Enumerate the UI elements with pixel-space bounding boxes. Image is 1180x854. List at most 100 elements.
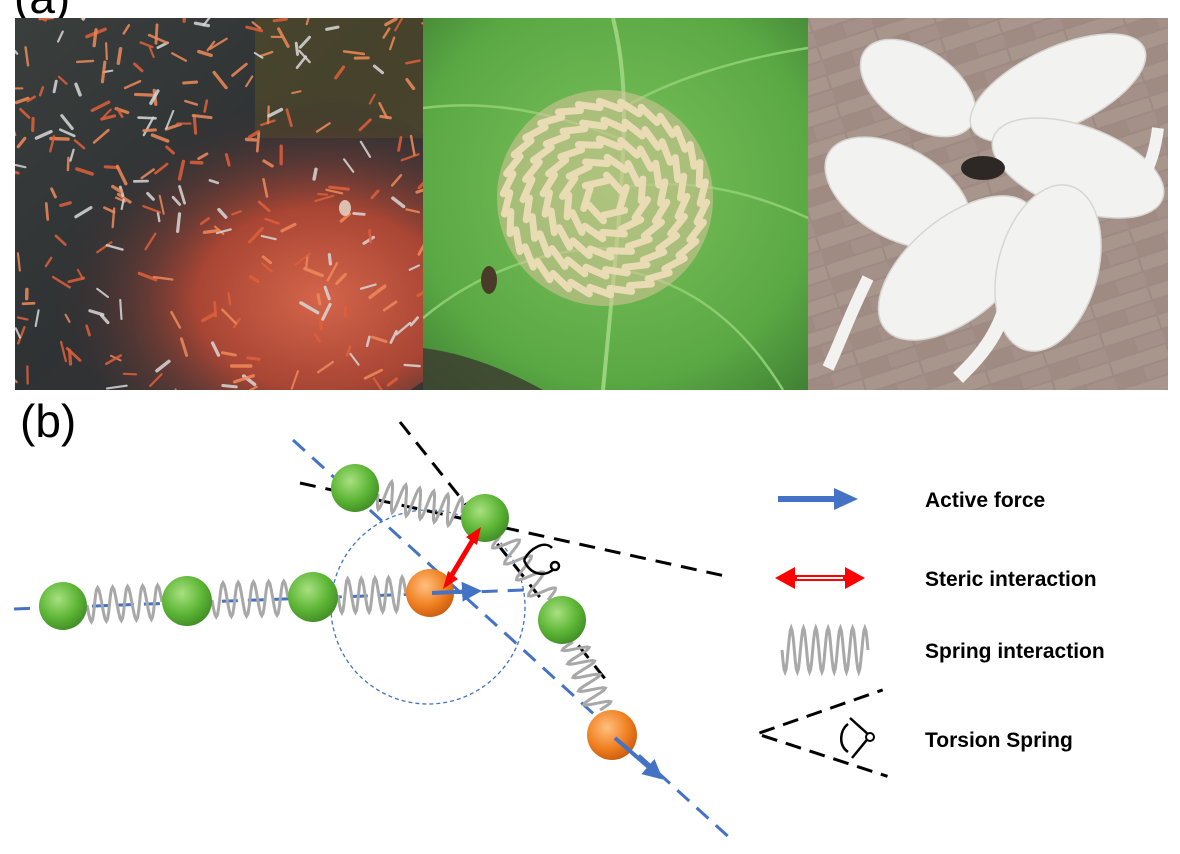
legend-spring-interaction: Spring interaction <box>780 623 1105 677</box>
fish-mark <box>315 122 331 133</box>
fish-mark <box>409 316 420 327</box>
fish-mark <box>248 385 258 390</box>
fish-mark <box>390 174 403 187</box>
caterpillar-mark <box>640 218 665 240</box>
fish-mark <box>343 305 347 318</box>
caterpillar-mark <box>637 175 647 205</box>
spring-coil <box>336 573 408 617</box>
fish-mark <box>51 275 71 289</box>
fish-mark <box>50 187 57 199</box>
fish-mark <box>321 302 332 321</box>
fish-mark <box>285 108 293 128</box>
fish-mark <box>415 188 423 194</box>
caterpillar-mark <box>586 283 615 299</box>
fish-mark <box>103 165 119 170</box>
caterpillar-mark <box>567 278 593 298</box>
fish-mark <box>178 185 187 205</box>
fish-mark <box>184 99 199 106</box>
fish-mark <box>144 232 157 251</box>
fish-mark <box>15 164 27 169</box>
fish-mark <box>34 309 40 328</box>
caterpillar-mark <box>569 237 593 259</box>
fish-mark <box>44 256 53 268</box>
fish-mark <box>16 316 29 321</box>
fish-mark <box>96 287 109 299</box>
fish-mark <box>171 195 182 206</box>
caterpillar-mark <box>499 170 517 198</box>
dogs-circle-photo <box>808 18 1168 390</box>
fish-mark <box>391 196 406 209</box>
fish-mark <box>16 136 27 149</box>
caterpillar-mark <box>671 154 682 183</box>
fish-mark <box>372 377 384 390</box>
caterpillar-mark <box>658 138 674 166</box>
fish-mark <box>148 46 155 59</box>
model-schematic: Active force Steric interaction Spring i… <box>13 421 1105 842</box>
fish-mark <box>378 101 389 119</box>
caterpillar-mark <box>693 198 711 226</box>
fish-mark <box>327 253 333 266</box>
fish-mark <box>358 118 372 132</box>
fish-mark <box>209 37 228 50</box>
fish-mark <box>345 345 352 357</box>
caterpillar-mark <box>652 159 663 189</box>
fish-mark <box>96 241 113 254</box>
fish-mark <box>368 229 373 244</box>
caterpillar-mark <box>585 201 607 225</box>
fish-mark <box>291 90 302 95</box>
fish-mark <box>90 100 111 113</box>
fish-mark <box>100 114 117 121</box>
fish-mark <box>221 384 238 389</box>
spring-coil <box>210 578 290 620</box>
fish-mark <box>417 243 423 256</box>
fish-mark <box>73 139 86 150</box>
caterpillar-mark <box>574 141 604 149</box>
fish-mark <box>339 212 352 223</box>
fish-mark <box>92 128 110 144</box>
caterpillar-mark <box>581 222 607 243</box>
caterpillar-mark <box>637 103 661 127</box>
fish-mark <box>305 254 309 270</box>
fish-mark <box>232 374 256 384</box>
caterpillar-mark <box>549 269 573 293</box>
body-bead <box>288 572 338 622</box>
panel-a-label: (a) <box>14 0 70 20</box>
fish-mark <box>120 198 125 211</box>
caterpillar-mark <box>686 218 707 244</box>
fish-mark <box>142 128 157 133</box>
fish-mark <box>116 192 132 204</box>
fish-mark <box>316 360 335 374</box>
fish-mark <box>197 152 209 161</box>
caterpillar-mark <box>501 189 514 218</box>
fish-mark <box>165 145 175 155</box>
legend-steric-interaction: Steric interaction <box>775 567 1097 591</box>
caterpillar-mark <box>521 243 537 271</box>
body-bead <box>461 494 509 542</box>
caterpillar-mark <box>595 135 624 151</box>
fish-mark <box>133 92 154 97</box>
fish-mark <box>171 52 188 62</box>
fish-mark <box>359 140 372 158</box>
fish-mark <box>245 25 264 33</box>
fish-mark <box>197 49 213 58</box>
fish-mark <box>38 18 48 22</box>
fish-mark <box>115 164 128 186</box>
active-force-arrow <box>613 736 664 780</box>
caterpillar-mark <box>661 254 688 273</box>
fish-mark <box>154 23 159 45</box>
panel-b-label: (b) <box>20 395 77 447</box>
legend-label-steric-interaction: Steric interaction <box>925 568 1097 591</box>
caterpillar-mark <box>582 158 612 168</box>
torsion-guide-line-2 <box>398 421 608 681</box>
caterpillar-mark <box>636 145 655 172</box>
caterpillar-mark <box>696 178 709 207</box>
steric-interaction-arrow <box>443 527 481 589</box>
fish-mark <box>231 62 248 77</box>
fish-mark <box>299 301 320 315</box>
fish-mark <box>213 300 218 318</box>
fish-mark <box>245 75 254 88</box>
fish-mark <box>149 373 163 387</box>
fish-mark <box>59 201 72 208</box>
fish-mark <box>54 234 67 246</box>
fish-mark <box>15 96 30 105</box>
